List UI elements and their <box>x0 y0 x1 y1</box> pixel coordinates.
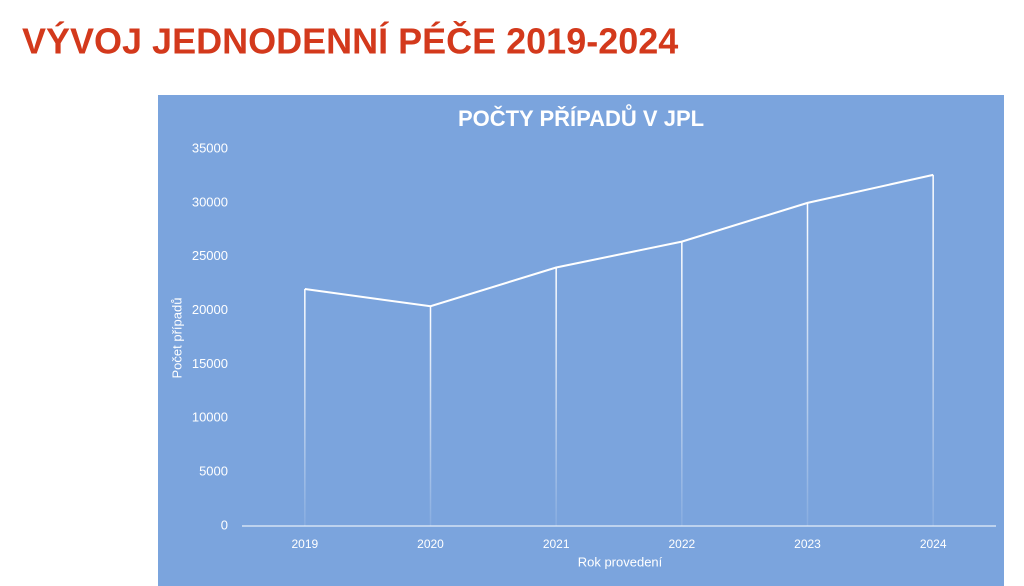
drop-line <box>681 241 683 527</box>
drop-line <box>555 267 557 526</box>
drop-line <box>806 202 809 526</box>
y-tick-label: 15000 <box>192 356 228 371</box>
drop-line <box>304 289 306 526</box>
y-tick-label: 10000 <box>192 410 228 425</box>
y-axis-label: Počet případů <box>169 298 184 379</box>
y-tick-label: 25000 <box>192 248 228 263</box>
x-tick-label: 2022 <box>668 537 695 551</box>
y-tick-label: 35000 <box>192 140 228 155</box>
data-line <box>304 173 934 308</box>
y-tick-label: 20000 <box>192 302 228 317</box>
chart-title: POČTY PŘÍPADŮ V JPL <box>458 103 704 131</box>
y-tick-label: 30000 <box>192 194 228 209</box>
x-tick-label: 2019 <box>291 537 318 551</box>
x-tick-label: 2024 <box>920 537 947 551</box>
drop-line <box>932 174 934 526</box>
x-axis-label: Rok provedení <box>578 554 663 569</box>
y-tick-label: 5000 <box>199 464 228 479</box>
chart-panel <box>158 95 1004 586</box>
slide-title: VÝVOJ JEDNODENNÍ PÉČE 2019-2024 <box>22 20 678 62</box>
x-tick-label: 2023 <box>794 537 821 551</box>
x-tick-label: 2020 <box>417 537 444 551</box>
drop-line <box>429 306 432 526</box>
y-tick-label: 0 <box>221 517 228 532</box>
x-tick-label: 2021 <box>543 537 570 551</box>
